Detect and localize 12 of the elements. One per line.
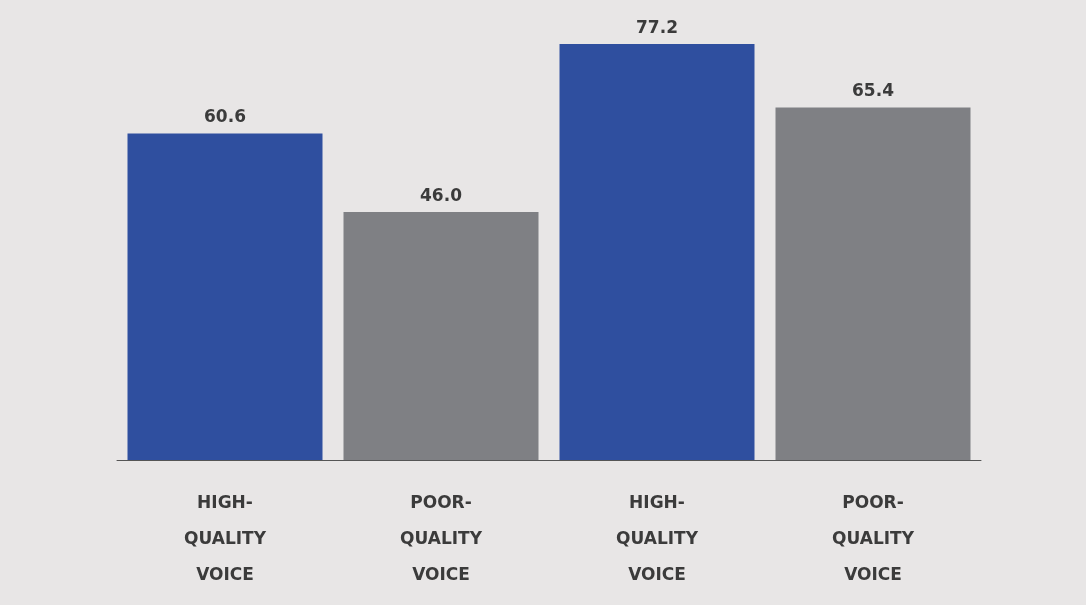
data-label: 65.4 xyxy=(852,80,895,101)
data-label: 60.6 xyxy=(204,105,246,126)
data-label: 77.2 xyxy=(636,16,678,37)
x-tick-label: POOR-QUALITY VOICE xyxy=(400,492,483,584)
x-tick-label: HIGH-QUALITY VOICE xyxy=(616,492,699,584)
bar xyxy=(127,133,323,460)
bar xyxy=(343,212,539,460)
data-label: 46.0 xyxy=(420,184,463,205)
x-tick-label: HIGH-QUALITY VOICE xyxy=(184,492,267,584)
bar xyxy=(559,44,755,460)
bar xyxy=(775,107,971,460)
x-tick-label: POOR-QUALITY VOICE xyxy=(832,492,915,584)
